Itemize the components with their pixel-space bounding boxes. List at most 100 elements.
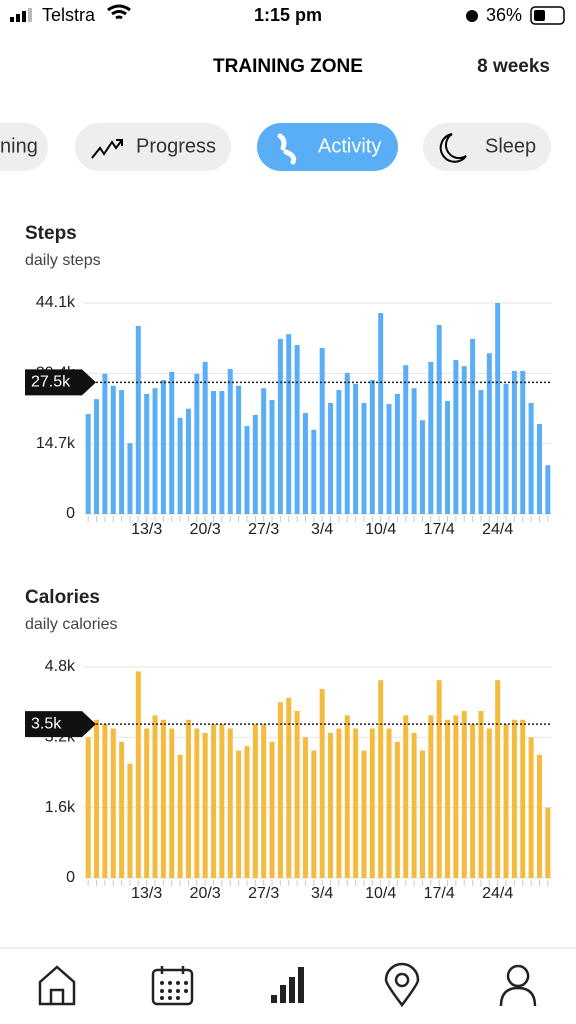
bar xyxy=(403,365,409,514)
bar xyxy=(144,393,150,514)
bar xyxy=(244,425,250,514)
bar xyxy=(511,719,517,878)
x-tick-label: 27/3 xyxy=(248,521,279,538)
battery-text: 36% xyxy=(486,5,522,25)
range-selector[interactable]: 8 weeks xyxy=(477,56,550,77)
bar xyxy=(528,737,534,878)
y-tick-label: 44.1k xyxy=(36,294,76,311)
bar xyxy=(227,369,233,514)
tab[interactable]: Sleep xyxy=(423,123,551,171)
tab-label: Activity xyxy=(318,135,381,157)
bar xyxy=(85,737,91,878)
bar xyxy=(102,724,108,878)
bar xyxy=(411,388,417,514)
tab-label: ning xyxy=(0,135,38,157)
chart-subtitle: daily calories xyxy=(25,616,117,633)
bar xyxy=(378,313,384,514)
bar xyxy=(361,750,367,878)
y-tick-label: 0 xyxy=(66,869,75,886)
bar xyxy=(202,732,208,878)
bar xyxy=(127,763,133,878)
x-tick-label: 13/3 xyxy=(131,885,162,902)
bar xyxy=(110,728,116,878)
bar xyxy=(520,719,526,878)
bar xyxy=(160,719,166,878)
bar xyxy=(436,680,442,878)
bar xyxy=(261,388,267,514)
map-icon[interactable] xyxy=(384,962,420,1008)
bar xyxy=(369,380,375,514)
bar xyxy=(386,728,392,878)
x-tick-label: 24/4 xyxy=(482,885,513,902)
bar xyxy=(261,724,267,878)
bar xyxy=(211,724,217,878)
bar xyxy=(394,393,400,514)
bar xyxy=(461,366,467,514)
calendar-icon[interactable] xyxy=(151,966,194,1006)
bar xyxy=(419,750,425,878)
bar xyxy=(319,347,325,514)
bar xyxy=(185,408,191,514)
bar xyxy=(319,688,325,878)
bar xyxy=(135,671,141,878)
chart-title: Calories xyxy=(25,587,100,608)
bar xyxy=(94,719,100,878)
bar xyxy=(302,413,308,514)
bar xyxy=(378,680,384,878)
bar xyxy=(536,424,542,514)
bar xyxy=(244,746,250,878)
tab[interactable]: Progress xyxy=(75,123,231,171)
bar xyxy=(152,388,158,514)
x-tick-label: 20/3 xyxy=(190,885,221,902)
bar xyxy=(353,728,359,878)
x-tick-label: 24/4 xyxy=(482,521,513,538)
bar xyxy=(336,728,342,878)
bar xyxy=(336,390,342,514)
carrier: Telstra xyxy=(42,5,96,25)
bar xyxy=(227,728,233,878)
tab[interactable]: Activity xyxy=(257,123,398,171)
bar xyxy=(269,400,275,514)
bar xyxy=(119,741,125,878)
bar xyxy=(194,728,200,878)
x-tick-label: 10/4 xyxy=(365,521,396,538)
tab-label: Sleep xyxy=(485,135,536,157)
bar xyxy=(503,724,509,878)
nav-bar xyxy=(0,948,576,1024)
bar xyxy=(160,380,166,514)
bar xyxy=(110,385,116,514)
bar xyxy=(478,390,484,514)
bar xyxy=(445,719,451,878)
profile-icon[interactable] xyxy=(499,964,537,1007)
bar xyxy=(453,715,459,878)
bar xyxy=(369,728,375,878)
bar xyxy=(361,402,367,514)
bar xyxy=(453,359,459,514)
home-icon[interactable] xyxy=(38,965,76,1006)
battery-level xyxy=(534,10,545,21)
y-tick-label: 0 xyxy=(66,505,75,522)
tab[interactable]: ning xyxy=(0,123,48,171)
alarm-icon xyxy=(466,10,478,22)
stats-icon[interactable] xyxy=(271,967,304,1003)
bar xyxy=(277,338,283,514)
bar xyxy=(428,715,434,878)
bar xyxy=(520,370,526,514)
bar xyxy=(545,465,551,514)
x-tick-label: 27/3 xyxy=(248,885,279,902)
bar xyxy=(511,370,517,514)
bar xyxy=(294,710,300,878)
bar xyxy=(219,724,225,878)
bar xyxy=(219,391,225,514)
bar xyxy=(478,710,484,878)
bar xyxy=(177,417,183,514)
bar xyxy=(470,724,476,878)
bar xyxy=(177,754,183,878)
bar xyxy=(495,303,501,514)
bar xyxy=(185,719,191,878)
average-marker xyxy=(25,711,96,738)
page-title: TRAINING ZONE xyxy=(213,56,363,77)
bar xyxy=(428,361,434,514)
bar xyxy=(85,414,91,514)
